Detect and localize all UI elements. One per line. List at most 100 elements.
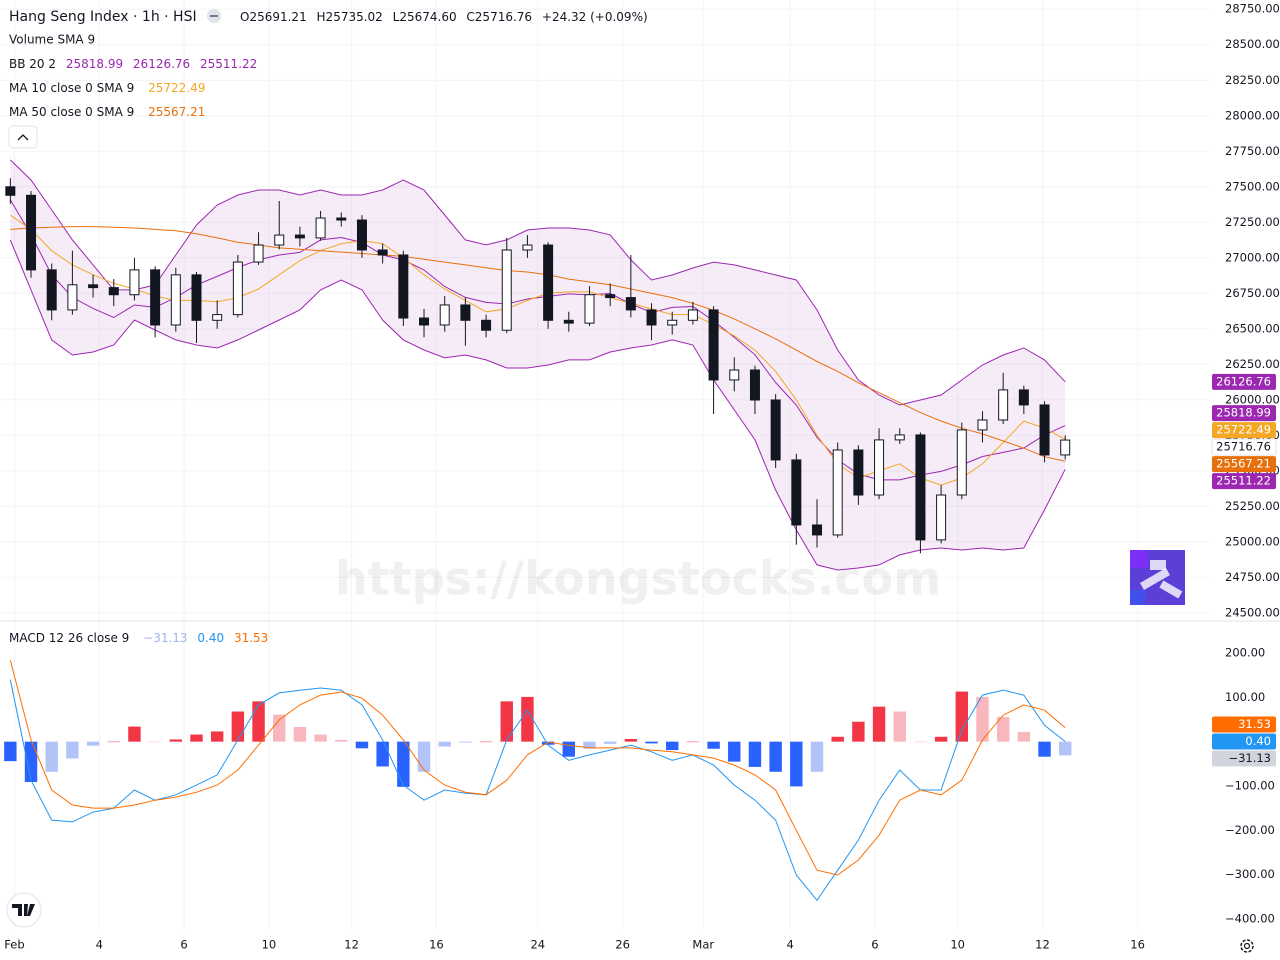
y-tick-label: −200.00 [1225, 823, 1275, 837]
price-badge [1212, 422, 1276, 439]
candle-body [605, 294, 616, 299]
x-tick-label: 10 [950, 938, 965, 952]
collapse-chevron [17, 134, 29, 141]
price-badge-label: 25567.21 [1216, 457, 1271, 471]
price-badge [1212, 456, 1276, 473]
x-tick-label: 6 [180, 938, 187, 952]
candle-body [915, 434, 926, 541]
candle-body [129, 269, 140, 296]
legend-ma10-value: 25722.49 [148, 81, 205, 95]
candle-body [812, 524, 823, 536]
macd-histogram-bar [376, 741, 389, 767]
y-tick-label: 27500.00 [1225, 179, 1280, 193]
candle-body [584, 294, 595, 324]
candle-body [46, 269, 57, 311]
legend-volume[interactable]: Volume SMA 9 [9, 33, 95, 47]
x-tick-label: 4 [96, 938, 103, 952]
candle-body [625, 297, 636, 311]
ohlc-high: H25735.02 [317, 10, 383, 24]
x-tick-label: 16 [1130, 938, 1145, 952]
bb-lower [9, 239, 1066, 571]
candle-body [356, 219, 367, 251]
macd-histogram-bar [686, 741, 700, 743]
macd-histogram-bar [66, 741, 79, 759]
legend-ma10-label: MA 10 close 0 SMA 9 [9, 81, 134, 95]
watermark-logo [1130, 550, 1185, 605]
macd-histogram-bar [1038, 741, 1051, 757]
candle-body [377, 249, 388, 256]
macd-histogram-bar [790, 741, 803, 787]
macd-line [9, 659, 1066, 876]
x-tick-label: 10 [262, 938, 277, 952]
macd-histogram-bar [107, 741, 120, 743]
candle-body [5, 186, 16, 196]
y-tick-label: 100.00 [1225, 690, 1265, 704]
price-badge [1212, 750, 1276, 767]
legend-ma50-label: MA 50 close 0 SMA 9 [9, 105, 134, 119]
macd-histogram-bar [335, 739, 348, 742]
candle-body [543, 244, 554, 321]
candle-body [253, 244, 264, 263]
price-badge-label: 25722.49 [1216, 423, 1271, 437]
macd-histogram-bar [666, 741, 679, 751]
ma-line [10, 214, 1066, 486]
y-tick-label: 26750.00 [1225, 286, 1280, 300]
candle-body [336, 217, 347, 221]
macd-histogram-bar [914, 741, 927, 743]
y-tick-label: 24750.00 [1225, 570, 1280, 584]
macd-histogram-bar [169, 739, 183, 742]
legend-macd-signal: 31.53 [234, 631, 268, 645]
macd-histogram-bar [128, 726, 141, 742]
x-tick-label: 4 [786, 938, 793, 952]
candle-body [212, 314, 223, 321]
macd-histogram-bar [521, 696, 534, 742]
candle-body [315, 217, 326, 239]
candle-body [770, 399, 781, 461]
legend-ma10[interactable]: MA 10 close 0 SMA 9 25722.49 [9, 81, 205, 95]
legend-bb-label: BB 20 2 [9, 57, 56, 71]
legend-macd-hist: −31.13 [143, 631, 187, 645]
ohlc-open: O25691.21 [240, 10, 307, 24]
candle-body [1039, 404, 1050, 456]
candle-body [791, 459, 802, 526]
legend-macd-label: MACD 12 26 close 9 [9, 631, 129, 645]
macd-histogram-bar [852, 721, 865, 742]
y-tick-label: 25000.00 [1225, 534, 1280, 548]
y-tick-label: 28000.00 [1225, 108, 1280, 122]
candle-body [687, 309, 698, 321]
price-badge [1212, 373, 1276, 390]
macd-histogram-bar [459, 741, 472, 743]
macd-histogram-bar [934, 736, 948, 742]
x-tick-label: Mar [692, 938, 714, 952]
collapse-button[interactable] [8, 125, 38, 149]
watermark: https://kongstocks.com [335, 552, 941, 606]
candle-body [956, 429, 967, 496]
candle-body [667, 319, 678, 326]
legend-ma50[interactable]: MA 50 close 0 SMA 9 25567.21 [9, 105, 205, 119]
macd-histogram-bar [562, 741, 576, 757]
candle-body [832, 449, 843, 536]
macd-histogram-bar [293, 727, 307, 742]
candle-body [274, 234, 285, 246]
macd-histogram-bar [541, 741, 555, 745]
legend-bb[interactable]: BB 20 2 25818.99 26126.76 25511.22 [9, 57, 257, 71]
macd-histogram-bar [397, 741, 410, 787]
legend-macd[interactable]: MACD 12 26 close 9 −31.13 0.40 31.53 [9, 631, 268, 645]
x-tick-label: 16 [429, 938, 444, 952]
tv-logo[interactable] [6, 892, 42, 928]
macd-histogram-bar [45, 741, 58, 772]
macd-histogram-bar [273, 714, 286, 742]
macd-histogram-bar [645, 741, 658, 744]
y-tick-label: −400.00 [1225, 911, 1275, 925]
ohlc-change: +24.32 (+0.09%) [542, 10, 648, 24]
candle-body [894, 434, 905, 441]
macd-histogram-bar [976, 696, 989, 742]
candle-body [1060, 439, 1071, 456]
price-badge-label: 25818.99 [1216, 406, 1271, 420]
candle-body [708, 309, 719, 381]
y-tick-label: 26250.00 [1225, 357, 1280, 371]
y-tick-label: 24500.00 [1225, 605, 1280, 619]
price-badge-label: 25716.76 [1216, 440, 1271, 454]
x-tick-label: 26 [615, 938, 630, 952]
settings-gear[interactable] [1240, 939, 1254, 953]
